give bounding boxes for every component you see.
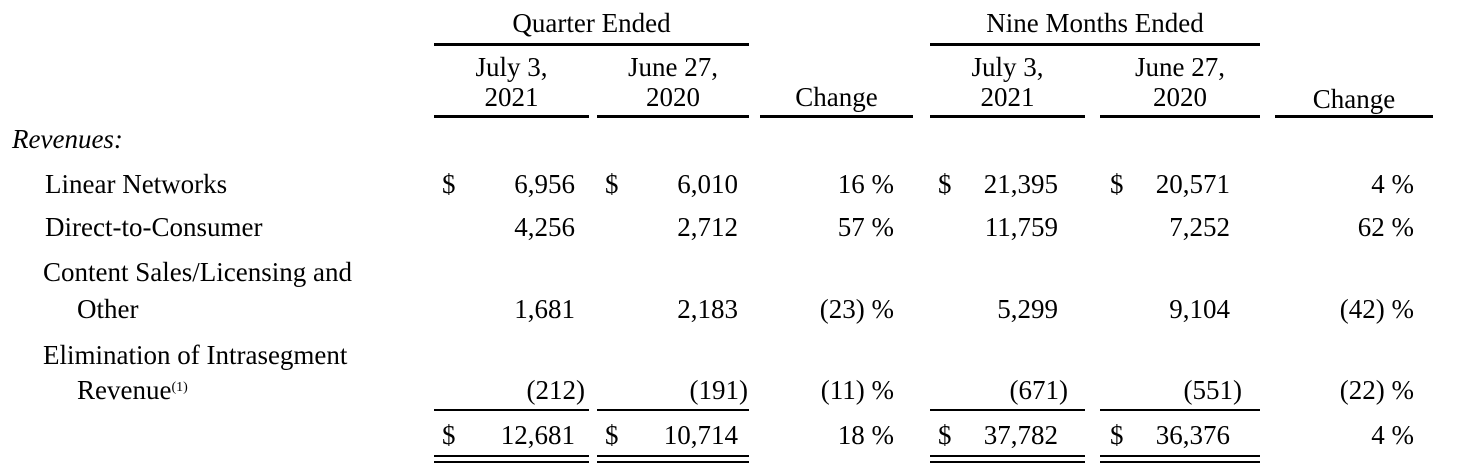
total-n-change: 4 % [1371, 420, 1414, 450]
n-change-value: (22) % [1339, 375, 1414, 405]
nine-months-ended-header: Nine Months Ended [986, 8, 1204, 38]
q2021-value: 1,681 [514, 294, 575, 324]
nine-group-rule [930, 43, 1260, 46]
double-rule-top [1100, 455, 1260, 457]
n2021-value: (671) [1009, 375, 1068, 405]
n-col1-header-line2: 2021 [980, 82, 1035, 112]
q-change-value: (11) % [820, 375, 894, 405]
quarter-group-rule [434, 43, 749, 46]
q-change-value: 57 % [837, 212, 894, 242]
q-change-value: 16 % [837, 169, 894, 199]
footnote-marker: (1) [171, 380, 188, 395]
q-col2-rule [597, 115, 749, 118]
q-col2-header-line2: 2020 [646, 82, 700, 112]
double-rule-top [434, 455, 589, 457]
n-change-value: 62 % [1357, 212, 1414, 242]
currency-symbol: $ [1110, 420, 1124, 450]
row-label: Direct-to-Consumer [45, 212, 263, 242]
n2020-value: (551) [1183, 375, 1242, 405]
n-col1-header-line1: July 3, [971, 52, 1044, 82]
currency-symbol: $ [938, 420, 952, 450]
currency-symbol: $ [442, 169, 456, 199]
row-label: Linear Networks [45, 169, 228, 199]
total-n2020: 36,376 [1155, 420, 1230, 450]
row-label-text: Revenue [77, 375, 172, 405]
q2021-value: 6,956 [514, 169, 575, 199]
total-n2021: 37,782 [983, 420, 1058, 450]
n2021-value: 11,759 [984, 212, 1058, 242]
row-label-line2: Other [77, 294, 139, 324]
revenues-section-label: Revenues: [12, 124, 123, 154]
double-rule-top [930, 455, 1085, 457]
double-rule-bottom [434, 461, 589, 463]
q-change-rule [760, 115, 913, 118]
row-label-line2: Revenue(1) [77, 375, 188, 405]
n-change-value: (42) % [1339, 294, 1414, 324]
currency-symbol: $ [605, 169, 619, 199]
subtotal-rule [930, 409, 1085, 411]
currency-symbol: $ [938, 169, 952, 199]
q-col1-header-line2: 2021 [484, 82, 539, 112]
n2021-value: 5,299 [997, 294, 1058, 324]
double-rule-bottom [1100, 461, 1260, 463]
currency-symbol: $ [1110, 169, 1124, 199]
n2020-value: 7,252 [1169, 212, 1230, 242]
q-change-header: Change [795, 82, 878, 112]
q2020-value: 6,010 [677, 169, 738, 199]
total-q2021: 12,681 [500, 420, 575, 450]
double-rule-bottom [930, 461, 1085, 463]
double-rule-bottom [597, 461, 749, 463]
n2020-value: 9,104 [1169, 294, 1230, 324]
n-col1-rule [930, 115, 1085, 118]
row-label-line1: Elimination of Intrasegment [43, 340, 348, 370]
n-change-rule [1275, 115, 1433, 118]
q2021-value: (212) [526, 375, 585, 405]
n-change-header: Change [1312, 84, 1396, 114]
q-change-value: (23) % [819, 294, 894, 324]
n2021-value: 21,395 [983, 169, 1058, 199]
n2020-value: 20,571 [1155, 169, 1230, 199]
quarter-ended-header: Quarter Ended [512, 8, 671, 38]
total-q2020: 10,714 [663, 420, 738, 450]
n-col2-rule [1100, 115, 1260, 118]
q2020-value: (191) [689, 375, 748, 405]
double-rule-top [597, 455, 749, 457]
subtotal-rule [1100, 409, 1260, 411]
row-label-line1: Content Sales/Licensing and [43, 257, 352, 287]
q-col1-header-line1: July 3, [475, 52, 548, 82]
n-col2-header-line1: June 27, [1135, 52, 1225, 82]
subtotal-rule [597, 409, 749, 411]
subtotal-rule [434, 409, 589, 411]
q2020-value: 2,712 [677, 212, 738, 242]
total-q-change: 18 % [837, 420, 894, 450]
q2021-value: 4,256 [514, 212, 575, 242]
q-col1-rule [434, 115, 589, 118]
currency-symbol: $ [605, 420, 619, 450]
q2020-value: 2,183 [677, 294, 738, 324]
currency-symbol: $ [442, 420, 456, 450]
n-change-value: 4 % [1371, 169, 1414, 199]
q-col2-header-line1: June 27, [628, 52, 718, 82]
n-col2-header-line2: 2020 [1153, 82, 1207, 112]
